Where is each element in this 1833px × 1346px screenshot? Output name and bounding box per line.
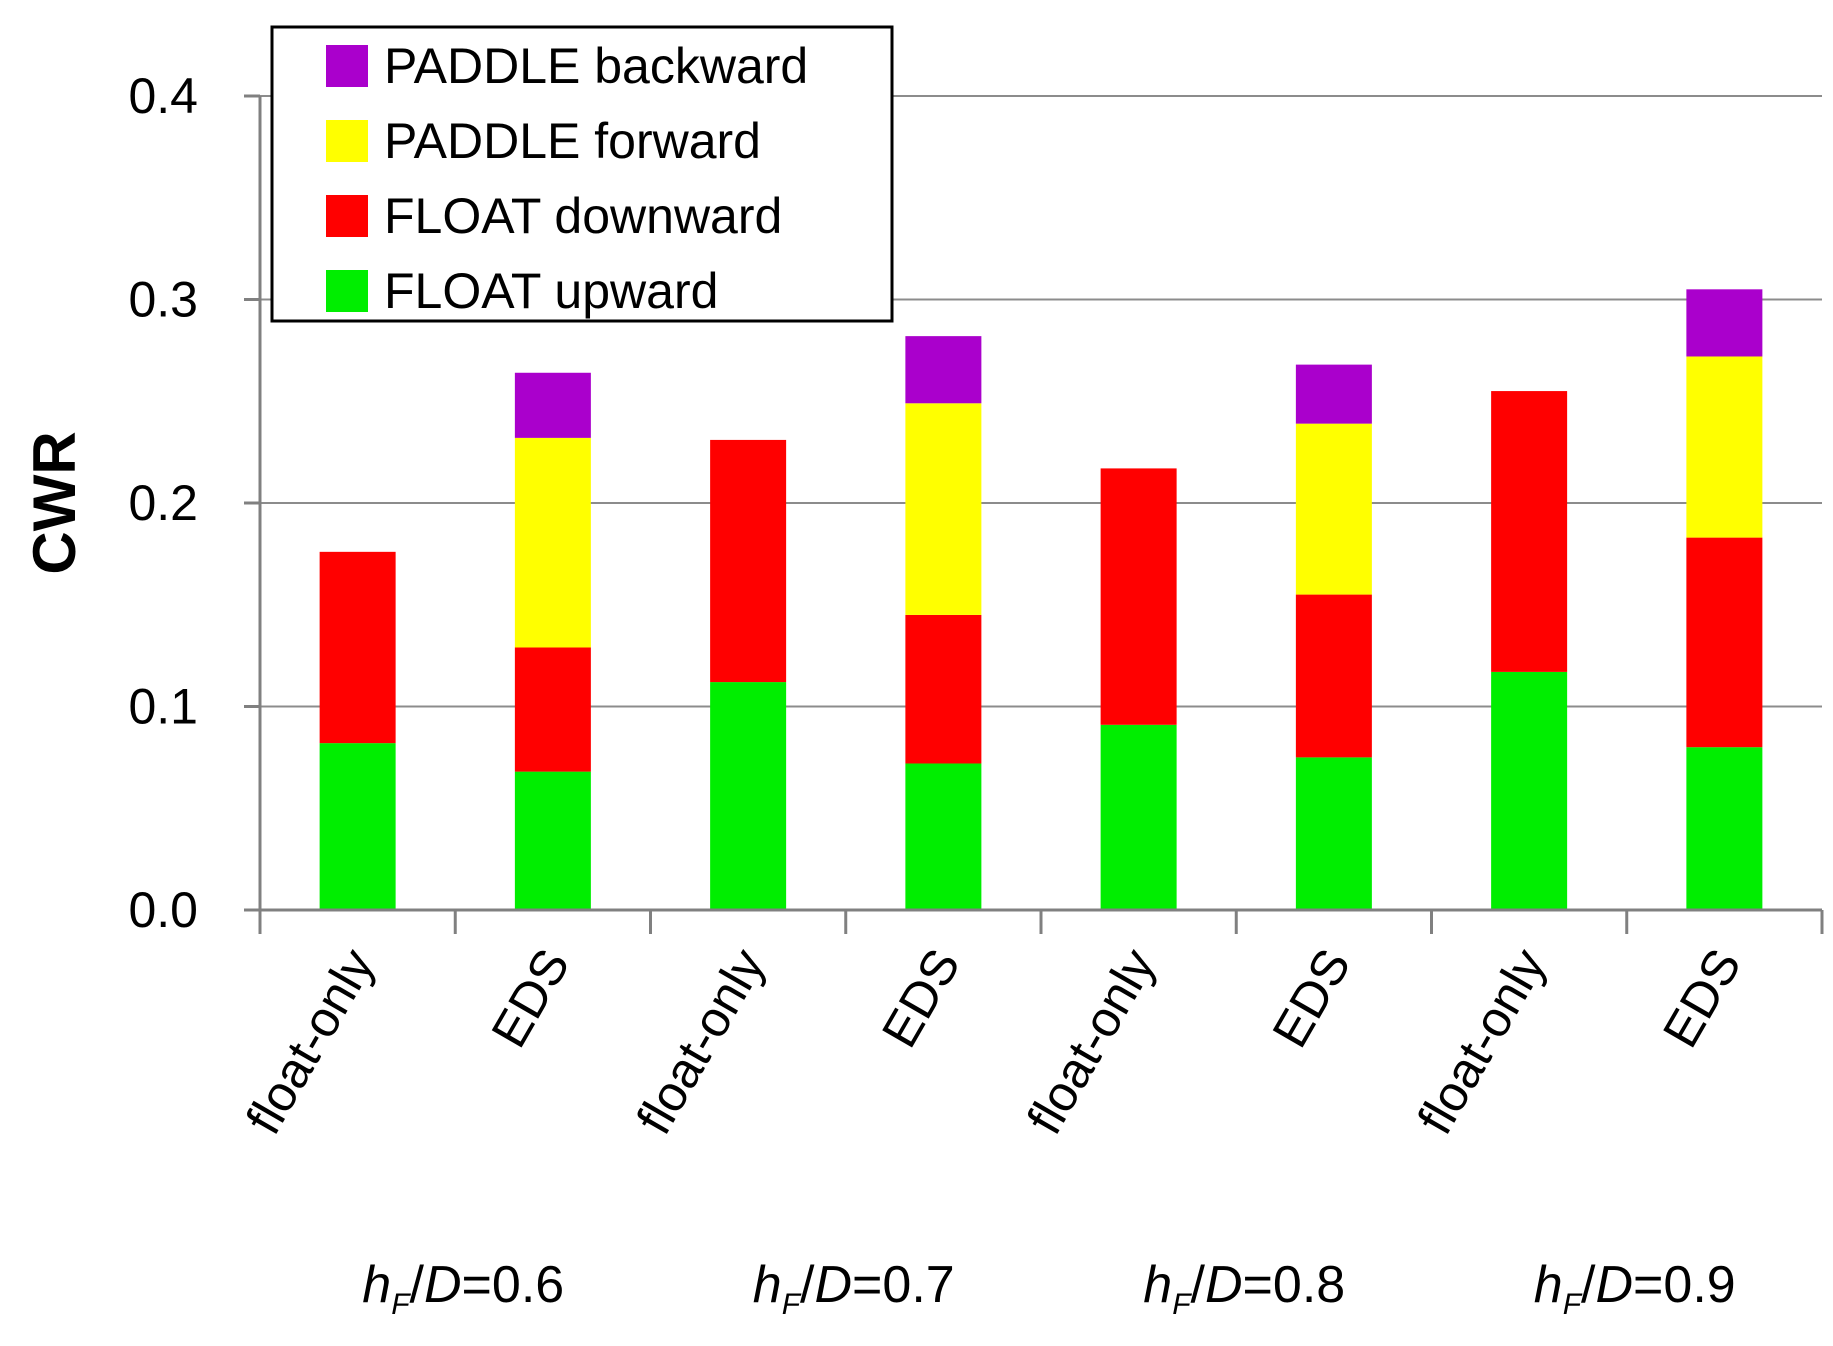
legend-swatch [326,45,368,87]
x-tick-label: EDS [871,940,971,1057]
bar-segment [319,743,396,910]
bar-segment [1295,594,1372,758]
legend-label: PADDLE backward [384,38,808,94]
legend-swatch [326,270,368,312]
bar-segment [905,614,982,764]
x-tick-label: EDS [480,940,580,1057]
bar-segment [514,437,591,648]
x-tick-label: EDS [1652,940,1752,1057]
y-tick-label: 0.3 [128,272,198,328]
bar-segment [905,763,982,910]
bar-segment [710,682,787,910]
x-tick-label: EDS [1261,940,1361,1057]
legend-label: FLOAT upward [384,263,718,319]
bar-segment [1100,724,1177,910]
bar-segment [1686,747,1763,910]
y-tick-label: 0.1 [128,679,198,735]
legend-label: PADDLE forward [384,113,761,169]
bar-segment [1100,468,1177,725]
bar-segment [319,551,396,744]
group-label: hF/D=0.6 [362,1256,564,1321]
y-tick-label: 0.2 [128,475,198,531]
group-label: hF/D=0.8 [1143,1256,1345,1321]
bar-segment [905,336,982,404]
group-label: hF/D=0.9 [1534,1256,1736,1321]
bar-segment [514,647,591,772]
y-tick-labels: 0.0 0.1 0.2 0.3 0.4 [128,68,260,938]
legend-label: FLOAT downward [384,188,782,244]
bar-segment [514,372,591,438]
x-tick-label: float-only [235,940,385,1144]
bar-segment [1491,391,1568,672]
bar-segment [710,439,787,683]
bar-segment [1686,356,1763,538]
bar-segment [514,771,591,910]
y-tick-label: 0.0 [128,882,198,938]
y-axis-label: CWR [21,431,88,574]
y-tick-label: 0.4 [128,68,198,124]
x-tick-label: float-only [626,940,776,1144]
bar-segment [905,403,982,615]
bars [319,289,1763,910]
group-labels: hF/D=0.6 hF/D=0.7 hF/D=0.8 hF/D=0.9 [362,1256,1735,1321]
bar-segment [1295,364,1372,424]
legend-box [270,25,894,323]
legend-swatch [326,195,368,237]
x-tick-label: float-only [1016,940,1166,1144]
legend: PADDLE backward PADDLE forward FLOAT downw… [270,25,894,323]
x-tick-label: float-only [1407,940,1557,1144]
bar-segment [1686,289,1763,357]
bar-segment [1295,423,1372,595]
group-label: hF/D=0.7 [753,1256,955,1321]
x-tick-labels: float-only EDS float-only EDS float-only EDS f… [235,940,1752,1144]
bar-segment [1686,537,1763,748]
legend-swatch [326,120,368,162]
bar-segment [1295,757,1372,910]
bar-segment [1491,671,1568,910]
